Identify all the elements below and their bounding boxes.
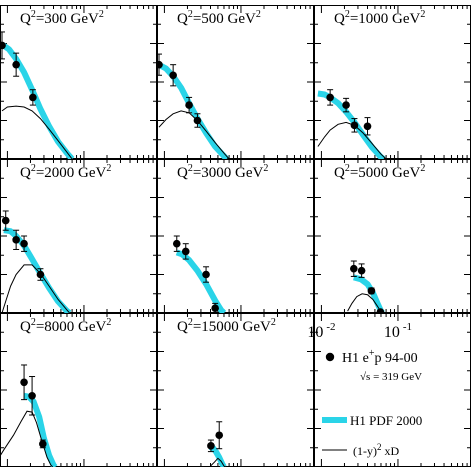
panel-frame	[157, 5, 314, 159]
data-point	[29, 93, 37, 102]
data-point	[350, 264, 358, 273]
xd-curve	[210, 457, 226, 467]
panel-frame	[0, 159, 157, 313]
legend-curve-entry: (1-y)2 xD	[322, 442, 400, 458]
legend-sqrt-s: √s = 319 GeV	[360, 371, 422, 383]
x-tick-label: 10 -2	[307, 321, 335, 341]
data-point	[357, 266, 366, 275]
panel-frame	[157, 313, 314, 467]
pdf-band	[157, 62, 229, 159]
panel-border	[0, 5, 157, 159]
data-point	[12, 236, 20, 244]
panel-frame	[0, 5, 157, 159]
data-point	[39, 440, 47, 448]
panel-content	[0, 31, 75, 159]
panel-frame	[314, 159, 471, 313]
panel-q2-label: Q2=3000 GeV2	[177, 163, 268, 181]
pdf-band	[208, 443, 227, 467]
panel-border	[314, 159, 471, 313]
data-point	[211, 304, 219, 312]
panel-border	[314, 5, 471, 159]
panel-frame	[157, 159, 314, 313]
data-point	[181, 247, 190, 256]
legend-band-label: H1 PDF 2000	[350, 413, 422, 428]
data-point	[20, 378, 28, 387]
data-point	[20, 239, 28, 248]
legend-curve-label: (1-y)2 xD	[353, 442, 400, 458]
data-point	[1, 216, 10, 225]
pdf-band	[175, 249, 227, 313]
panel-content	[157, 53, 230, 159]
panel-border	[157, 5, 314, 159]
pdf-band	[317, 90, 386, 159]
panel-q2-label: Q2=2000 GeV2	[20, 163, 111, 181]
panel-content	[172, 235, 227, 313]
panel-q2-label: Q2=500 GeV2	[177, 9, 261, 27]
data-point	[326, 93, 334, 102]
xd-curve	[317, 121, 387, 159]
xd-curve	[1, 264, 70, 313]
pdf-band	[23, 392, 58, 467]
data-point	[376, 308, 385, 313]
panel-q2-label: Q2=8000 GeV2	[20, 317, 111, 335]
data-point	[157, 60, 163, 69]
data-point	[207, 442, 215, 450]
panel-content	[347, 260, 385, 313]
data-point	[342, 101, 350, 109]
data-point	[350, 121, 359, 130]
legend: H1 e+p 94-00 √s = 319 GeV H1 PDF 2000 (1…	[322, 348, 422, 458]
panel-frame	[314, 5, 471, 159]
data-point	[202, 270, 210, 279]
pdf-band	[3, 227, 72, 313]
xd-curve	[158, 110, 230, 159]
panel-border	[157, 313, 314, 467]
x-tick-label: 10 -1	[384, 321, 412, 341]
data-point	[36, 270, 45, 279]
data-point	[215, 431, 224, 440]
data-point	[172, 239, 181, 248]
data-point	[363, 122, 372, 131]
panel-frame	[314, 313, 471, 467]
legend-data-marker	[325, 352, 335, 362]
panel-content	[207, 421, 227, 467]
panel-frame	[0, 313, 157, 467]
panel-content	[0, 364, 58, 467]
panel-q2-label: Q2=5000 GeV2	[334, 163, 425, 181]
data-point	[28, 391, 36, 400]
data-point	[185, 101, 193, 109]
data-point	[0, 41, 6, 50]
panel-q2-label: Q2=300 GeV2	[20, 9, 104, 27]
panel-grid: Q2=300 GeV2 Q2=500 GeV2 Q2=1000 GeV2 Q2=200…	[0, 5, 471, 467]
panel-q2-label: Q2=1000 GeV2	[334, 9, 425, 27]
pdf-band	[0, 42, 75, 159]
panel-content	[317, 89, 387, 159]
data-point	[367, 287, 376, 295]
legend-data-label: H1 e+p 94-00	[342, 348, 418, 366]
data-point	[12, 60, 20, 69]
legend-band-entry: H1 PDF 2000	[322, 413, 422, 428]
data-point	[193, 116, 202, 125]
xd-curve	[1, 105, 73, 159]
panel-border	[157, 159, 314, 313]
data-point	[169, 71, 177, 80]
legend-data-entry: H1 e+p 94-00 √s = 319 GeV	[325, 348, 422, 383]
panel-content	[1, 210, 72, 313]
panel-q2-label: Q2=15000 GeV2	[177, 317, 276, 335]
